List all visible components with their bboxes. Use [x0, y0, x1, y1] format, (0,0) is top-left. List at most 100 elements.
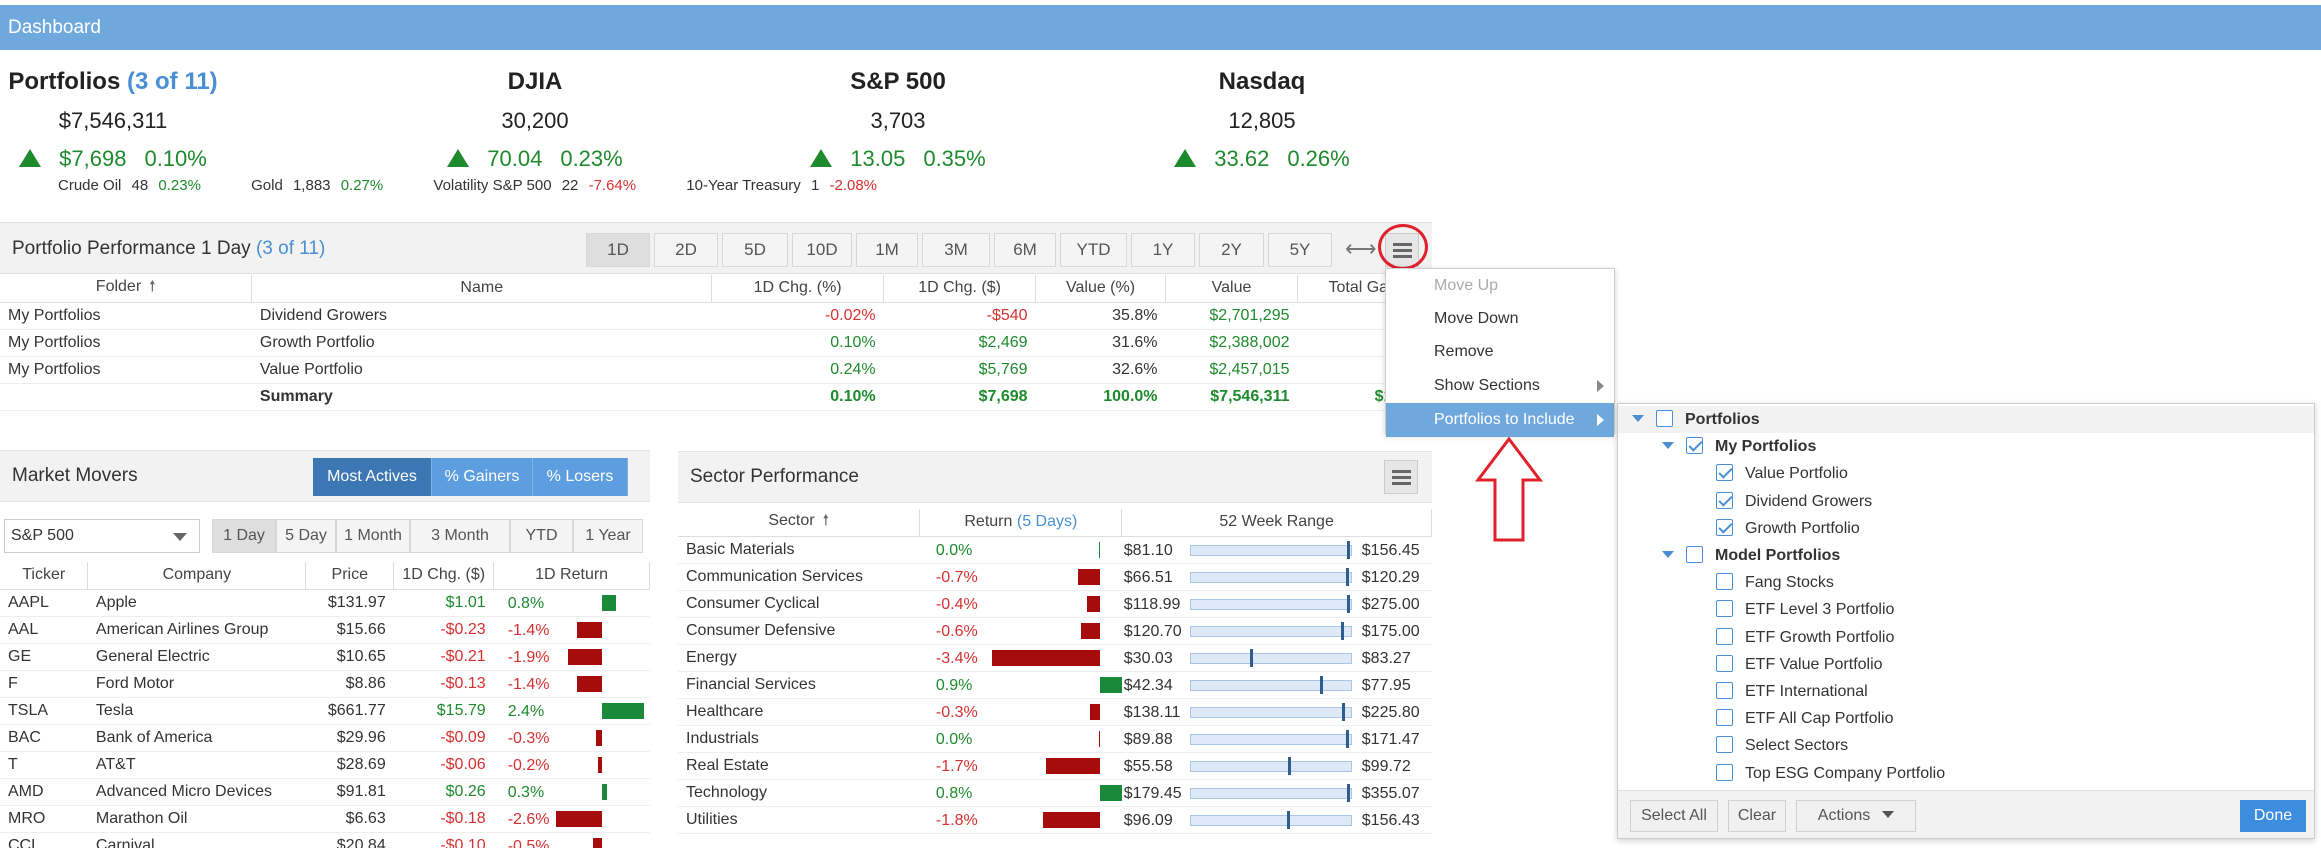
- tree-item[interactable]: Fang Stocks: [1716, 569, 1834, 596]
- col-chg-usd[interactable]: 1D Chg. ($): [883, 275, 1037, 303]
- checkbox[interactable]: [1656, 410, 1673, 427]
- sector-menu-button[interactable]: [1384, 460, 1418, 494]
- table-row[interactable]: CCL Carnival $20.84 -$0.10 -0.5%: [0, 832, 650, 848]
- table-row[interactable]: T AT&T $28.69 -$0.06 -0.2%: [0, 751, 650, 779]
- tree-root-portfolios[interactable]: Portfolios: [1618, 406, 2314, 433]
- table-row[interactable]: Utilities -1.8% $96.09 $156.43: [678, 806, 1432, 834]
- col-chg[interactable]: 1D Chg. ($): [393, 562, 495, 590]
- tree-item[interactable]: Growth Portfolio: [1716, 515, 1860, 542]
- checkbox[interactable]: [1716, 709, 1733, 727]
- tree-item[interactable]: ETF Value Portfolio: [1716, 651, 1883, 678]
- movers-period-ytd[interactable]: YTD: [510, 519, 573, 553]
- checkbox[interactable]: [1716, 491, 1733, 509]
- tree-item[interactable]: Value Portfolio: [1716, 460, 1848, 487]
- menu-portfolios-to-include[interactable]: Portfolios to Include: [1386, 403, 1614, 437]
- col-name[interactable]: Name: [251, 275, 713, 303]
- tab-losers[interactable]: % Losers: [533, 458, 628, 496]
- checkbox[interactable]: [1716, 518, 1733, 536]
- tree-group[interactable]: My Portfolios: [1662, 433, 1816, 460]
- table-row[interactable]: AAL American Airlines Group $15.66 -$0.23 -1…: [0, 616, 650, 644]
- index-select[interactable]: S&P 500: [4, 519, 200, 553]
- col-value-pct[interactable]: Value (%): [1035, 275, 1167, 303]
- table-row[interactable]: Real Estate -1.7% $55.58 $99.72: [678, 752, 1432, 780]
- col-ticker[interactable]: Ticker: [0, 562, 89, 590]
- tree-item[interactable]: Top ESG Company Portfolio: [1716, 760, 1945, 787]
- checkbox[interactable]: [1716, 654, 1733, 672]
- col-52wk-range[interactable]: 52 Week Range: [1121, 509, 1432, 537]
- checkbox[interactable]: [1716, 763, 1733, 781]
- period-ytd[interactable]: YTD: [1060, 233, 1127, 267]
- col-company[interactable]: Company: [87, 562, 307, 590]
- done-button[interactable]: Done: [2240, 800, 2306, 832]
- col-folder[interactable]: Folder 🠕: [0, 275, 253, 303]
- table-row[interactable]: Communication Services -0.7% $66.51 $120.29: [678, 563, 1432, 591]
- tree-item[interactable]: Select Sectors: [1716, 732, 1848, 759]
- checkbox[interactable]: [1686, 546, 1703, 563]
- table-row[interactable]: Energy -3.4% $30.03 $83.27: [678, 644, 1432, 672]
- period-5y[interactable]: 5Y: [1268, 233, 1332, 267]
- tree-item[interactable]: ETF All Cap Portfolio: [1716, 705, 1894, 732]
- tree-item[interactable]: ETF Level 3 Portfolio: [1716, 596, 1894, 623]
- table-row[interactable]: Industrials 0.0% $89.88 $171.47: [678, 725, 1432, 753]
- menu-move-down[interactable]: Move Down: [1434, 310, 1519, 327]
- actions-button[interactable]: Actions: [1796, 800, 1916, 832]
- checkbox[interactable]: [1716, 682, 1733, 699]
- table-row[interactable]: AAPL Apple $131.97 $1.01 0.8%: [0, 589, 650, 617]
- movers-period-1-year[interactable]: 1 Year: [573, 519, 643, 553]
- table-row[interactable]: AMD Advanced Micro Devices $91.81 $0.26 0.3%: [0, 778, 650, 806]
- table-row[interactable]: Consumer Cyclical -0.4% $118.99 $275.00: [678, 590, 1432, 618]
- table-row[interactable]: My Portfolios Value Portfolio 0.24% $5,769 3…: [0, 356, 1432, 384]
- movers-period-3-month[interactable]: 3 Month: [410, 519, 510, 553]
- table-row[interactable]: Basic Materials 0.0% $81.10 $156.45: [678, 536, 1432, 564]
- select-all-button[interactable]: Select All: [1630, 800, 1718, 832]
- table-row[interactable]: TSLA Tesla $661.77 $15.79 2.4%: [0, 697, 650, 725]
- movers-period-5-day[interactable]: 5 Day: [276, 519, 336, 553]
- expand-triangle-icon[interactable]: [1662, 551, 1674, 558]
- menu-remove[interactable]: Remove: [1434, 343, 1494, 360]
- table-row[interactable]: Healthcare -0.3% $138.11 $225.80: [678, 698, 1432, 726]
- tree-item[interactable]: ETF Growth Portfolio: [1716, 624, 1894, 651]
- col-sector-return[interactable]: Return (5 Days): [919, 509, 1123, 537]
- table-row[interactable]: My Portfolios Dividend Growers -0.02% -$540…: [0, 302, 1432, 330]
- period-1y[interactable]: 1Y: [1131, 233, 1195, 267]
- checkbox[interactable]: [1716, 736, 1733, 754]
- portfolios-count[interactable]: (3 of 11): [126, 68, 218, 95]
- period-1d[interactable]: 1D: [586, 233, 650, 267]
- tree-item[interactable]: ETF International: [1716, 678, 1868, 705]
- movers-period-1-day[interactable]: 1 Day: [212, 519, 276, 553]
- checkbox[interactable]: [1716, 627, 1733, 645]
- checkbox[interactable]: [1716, 600, 1733, 618]
- table-row[interactable]: Technology 0.8% $179.45 $355.07: [678, 779, 1432, 807]
- col-value[interactable]: Value: [1165, 275, 1298, 303]
- expand-triangle-icon[interactable]: [1662, 442, 1674, 450]
- tree-item[interactable]: Dividend Growers: [1716, 488, 1872, 515]
- menu-show-sections[interactable]: Show Sections: [1386, 369, 1614, 403]
- checkbox[interactable]: [1716, 573, 1733, 591]
- expand-triangle-icon[interactable]: [1632, 415, 1644, 422]
- checkbox[interactable]: [1716, 464, 1733, 482]
- table-row[interactable]: F Ford Motor $8.86 -$0.13 -1.4%: [0, 670, 650, 698]
- period-6m[interactable]: 6M: [994, 233, 1056, 267]
- period-2y[interactable]: 2Y: [1199, 233, 1264, 267]
- table-row[interactable]: BAC Bank of America $29.96 -$0.09 -0.3%: [0, 724, 650, 752]
- period-10d[interactable]: 10D: [792, 233, 852, 267]
- col-price[interactable]: Price: [305, 562, 395, 590]
- checkbox[interactable]: [1686, 437, 1703, 455]
- menu-move-up[interactable]: Move Up: [1434, 277, 1499, 294]
- col-chg-pct[interactable]: 1D Chg. (%): [711, 275, 885, 303]
- movers-period-1-month[interactable]: 1 Month: [336, 519, 410, 553]
- table-row[interactable]: Consumer Defensive -0.6% $120.70 $175.00: [678, 617, 1432, 645]
- table-row[interactable]: GE General Electric $10.65 -$0.21 -1.9%: [0, 643, 650, 671]
- period-2d[interactable]: 2D: [654, 233, 718, 267]
- table-row[interactable]: Financial Services 0.9% $42.34 $77.95: [678, 671, 1432, 699]
- col-sector[interactable]: Sector 🠕: [678, 509, 921, 537]
- clear-button[interactable]: Clear: [1728, 800, 1786, 832]
- period-1m[interactable]: 1M: [856, 233, 918, 267]
- col-return[interactable]: 1D Return: [493, 562, 650, 590]
- horizontal-resize-icon[interactable]: ⟷: [1345, 236, 1377, 261]
- period-5d[interactable]: 5D: [722, 233, 788, 267]
- tab-gainers[interactable]: % Gainers: [432, 458, 533, 496]
- table-row[interactable]: My Portfolios Growth Portfolio 0.10% $2,469…: [0, 329, 1432, 357]
- tab-most-actives[interactable]: Most Actives: [313, 458, 432, 496]
- period-3m[interactable]: 3M: [922, 233, 990, 267]
